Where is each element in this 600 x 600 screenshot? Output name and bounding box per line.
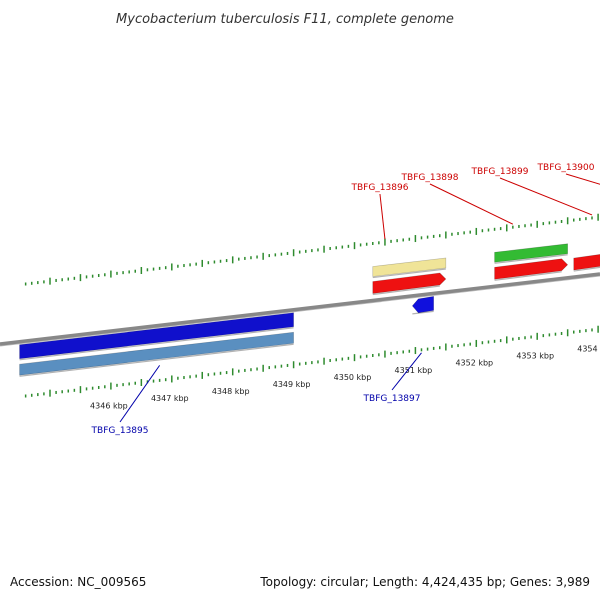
gene-label: TBFG_13899 — [471, 167, 529, 177]
feature-shadow — [19, 343, 294, 377]
feature-f-green — [494, 243, 568, 263]
reverse-tick-row — [24, 325, 599, 398]
feature-shadow — [494, 271, 562, 281]
backbone-line — [0, 272, 600, 346]
feature-shadow — [372, 268, 446, 279]
feature-f-yellow — [372, 257, 447, 277]
feature-shadow — [372, 285, 440, 296]
scale-label: 4348 kbp — [212, 387, 250, 396]
tick-rows — [24, 213, 599, 398]
gene-leader-line — [565, 173, 600, 185]
scale-label: 4353 kbp — [516, 352, 554, 361]
feature-f-red-13896 — [372, 272, 447, 294]
scale-label: 4350 kbp — [334, 373, 372, 382]
forward-tick-row — [24, 213, 599, 286]
feature-tracks — [19, 243, 600, 377]
feature-f-blue-13897 — [411, 296, 434, 314]
feature-shadow — [412, 310, 434, 315]
gene-label: TBFG_13895 — [91, 426, 149, 436]
feature-shadow — [19, 327, 294, 361]
gene-labels: TBFG_13895 TBFG_13896 TBFG_13897 TBFG_13898… — [91, 163, 600, 436]
feature-f-red-13898 — [494, 258, 569, 280]
accession-text: Accession: NC_009565 — [10, 575, 146, 589]
feature-f-red-13899 — [573, 254, 600, 271]
scale-label: 4352 kbp — [455, 359, 493, 368]
feature-shadow — [573, 266, 600, 272]
gene-leader-line — [499, 177, 593, 216]
scale-label: 4354 kbp — [577, 344, 600, 353]
gene-label: TBFG_13900 — [537, 163, 595, 173]
gene-leader-line — [391, 352, 422, 391]
scale-labels: 4346 kbp 4347 kbp 4348 kbp 4349 kbp 4350 kbp… — [90, 344, 600, 410]
genome-backbone — [0, 272, 600, 347]
scale-label: 4346 kbp — [90, 401, 128, 410]
gene-label: TBFG_13898 — [401, 173, 459, 183]
gene-leader-line — [429, 183, 514, 225]
genome-summary-text: Topology: circular; Length: 4,424,435 bp… — [259, 575, 590, 589]
map-title: Mycobacterium tuberculosis F11, complete… — [116, 12, 454, 27]
feature-f-blue-light — [19, 331, 294, 376]
scale-label: 4349 kbp — [273, 380, 311, 389]
gene-leader-line — [379, 193, 386, 240]
gene-leader-line — [119, 365, 161, 423]
feature-shadow — [494, 254, 568, 264]
scale-label: 4347 kbp — [151, 394, 189, 403]
feature-f-blue-dark — [19, 312, 294, 360]
gene-label: TBFG_13897 — [363, 394, 421, 404]
scale-label: 4351 kbp — [395, 366, 433, 375]
gene-label: TBFG_13896 — [350, 183, 408, 193]
